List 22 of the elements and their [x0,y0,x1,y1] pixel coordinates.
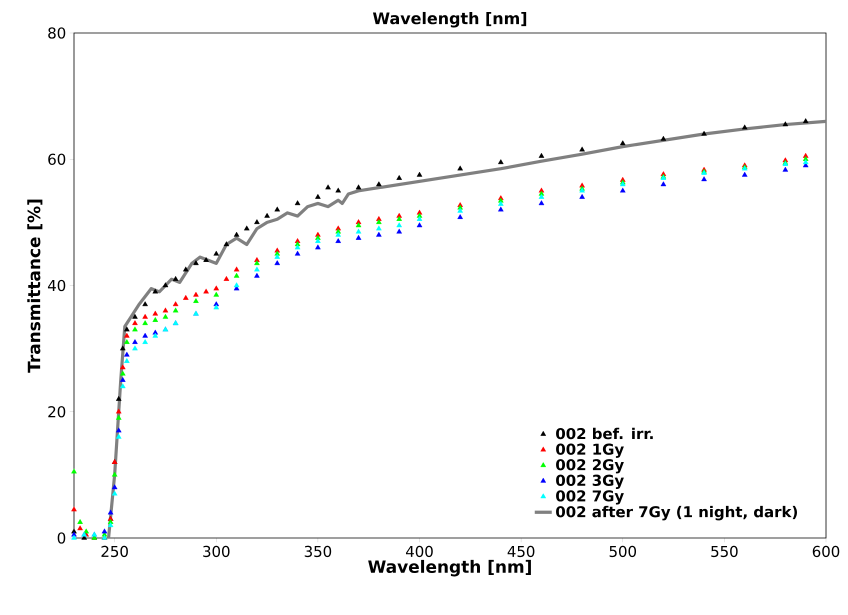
x-tick-label: 300 [203,546,230,558]
legend-label: 002 after 7Gy (1 night, dark) [556,506,797,520]
chart-title: Wavelength [nm] [372,12,526,28]
x-tick-label: 600 [812,546,840,558]
y-tick-label: 40 [48,280,66,292]
x-tick-label: 400 [406,546,433,558]
x-tick-label: 250 [101,546,128,558]
y-tick-label: 20 [48,406,66,418]
x-tick-label: 350 [304,546,332,558]
legend-label: 002 2Gy [556,459,624,474]
legend-label: 002 1Gy [556,444,624,458]
x-tick-label: 450 [508,546,534,558]
y-tick-label: 60 [48,154,66,165]
legend-label: 002 3Gy [556,474,624,489]
x-tick-label: 550 [711,546,738,558]
x-tick-label: 500 [610,546,636,558]
x-axis-title: Wavelength [nm] [368,560,531,576]
y-axis-title: Transmittance [%] [27,200,42,373]
legend-label: 002 7Gy [556,490,624,505]
y-tick-label: 0 [58,532,66,544]
y-tick-label: 80 [48,27,66,39]
legend-label: 002 bef. irr. [556,428,653,440]
